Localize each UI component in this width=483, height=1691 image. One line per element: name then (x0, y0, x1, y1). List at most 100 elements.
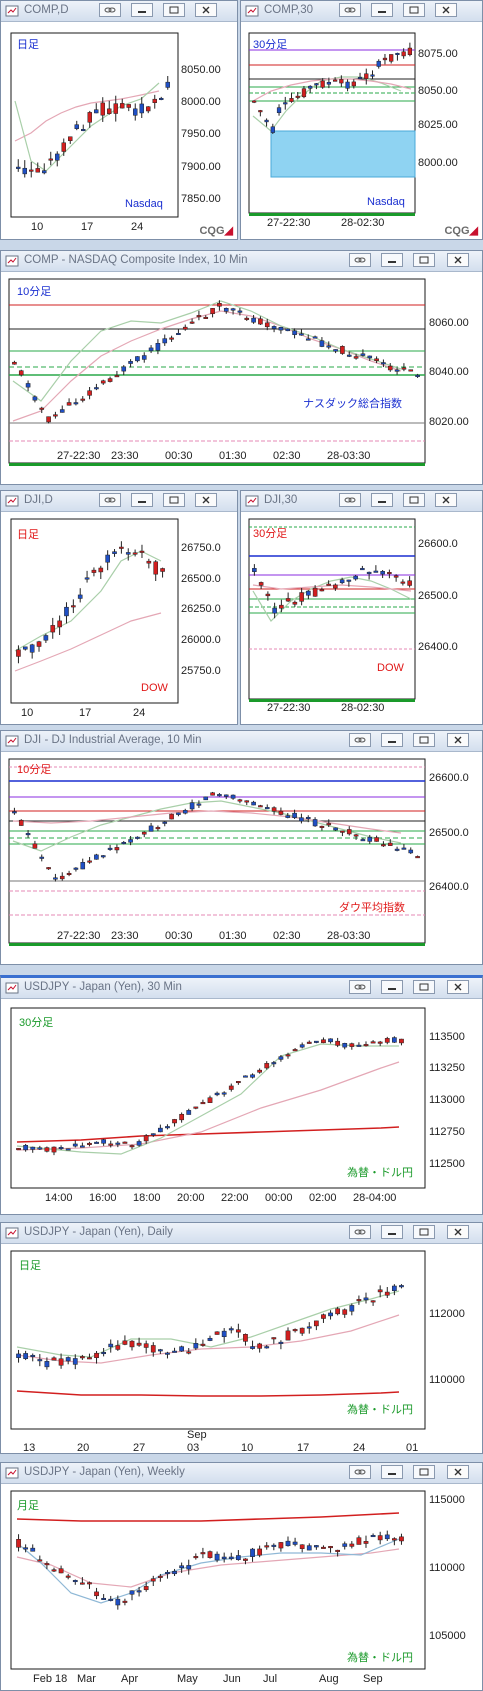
minimize-button[interactable] (381, 253, 403, 267)
minimize-button[interactable] (381, 980, 403, 994)
window-dji-10min[interactable]: DJI - DJ Industrial Average, 10 Min 10分足… (0, 730, 483, 965)
minimize-button[interactable] (381, 1225, 403, 1239)
candle-body (415, 374, 420, 377)
candle-body (143, 1586, 149, 1591)
title-bar[interactable]: DJI - DJ Industrial Average, 10 Min (1, 731, 482, 752)
price-chart[interactable]: 10分足 ダウ平均指数 26600.0 26500.0 26400.0 27-2… (1, 751, 483, 965)
title-bar[interactable]: USDJPY - Japan (Yen), Daily (1, 1223, 482, 1244)
period-label: 30分足 (253, 527, 287, 540)
close-button[interactable] (435, 3, 457, 17)
close-button[interactable] (435, 493, 457, 507)
title-bar[interactable]: COMP - NASDAQ Composite Index, 10 Min (1, 251, 482, 272)
window-dji-30[interactable]: DJI,30 30分足 DOW 26600.0 26500.0 26400.0 … (240, 490, 483, 725)
candle-body (77, 594, 83, 599)
title-bar[interactable]: COMP,D (1, 1, 237, 22)
window-usdjpy-30min[interactable]: USDJPY - Japan (Yen), 30 Min 30分足 為替・ドル円… (0, 975, 483, 1215)
minimize-button[interactable] (371, 3, 393, 17)
candle-body (12, 361, 17, 365)
candle-body (155, 343, 161, 351)
link-button[interactable] (349, 980, 371, 994)
close-button[interactable] (447, 733, 469, 747)
restore-button[interactable] (413, 253, 435, 267)
chart-window-icon (5, 5, 19, 17)
y-axis-ticks: 8050.00 8000.00 7950.00 7900.00 7850.00 (181, 64, 221, 205)
link-button[interactable] (99, 3, 121, 17)
candle-body (94, 1141, 99, 1144)
restore-button[interactable] (403, 493, 425, 507)
window-comp-10min[interactable]: COMP - NASDAQ Composite Index, 10 Min 10… (0, 250, 483, 485)
title-bar[interactable]: DJI,30 (241, 491, 482, 512)
price-chart[interactable]: 30分足 Nasdaq 8075.00 8050.00 8025.00 8000… (241, 21, 483, 240)
candle-body (285, 1540, 291, 1547)
candle-body (22, 167, 27, 175)
restore-button[interactable] (413, 980, 435, 994)
close-button[interactable] (447, 980, 469, 994)
title-bar[interactable]: DJI,D (1, 491, 237, 512)
link-button[interactable] (349, 733, 371, 747)
restore-button[interactable] (163, 493, 185, 507)
candle-body (340, 830, 345, 833)
candle-body (335, 1549, 341, 1552)
window-usdjpy-weekly[interactable]: USDJPY - Japan (Yen), Weekly 月足 為替・ドル円 1… (0, 1462, 483, 1691)
candle-body (408, 369, 414, 372)
svg-text:8075.00: 8075.00 (418, 48, 458, 60)
candle-body (370, 1535, 376, 1538)
window-comp-d[interactable]: COMP,D 日足 Nasdaq 8050.00 8000.00 7950.00… (0, 0, 238, 240)
price-chart[interactable]: 日足 Nasdaq 8050.00 8000.00 7950.00 7900.0… (1, 21, 238, 240)
price-chart[interactable]: 10分足 ナスダック総合指数 8060.00 8040.00 8020.00 2… (1, 271, 483, 485)
link-button[interactable] (349, 1225, 371, 1239)
session-bar (9, 943, 425, 946)
price-chart[interactable]: 30分足 DOW 26600.0 26500.0 26400.0 27-22:3… (241, 511, 483, 725)
restore-icon (419, 736, 429, 744)
minimize-button[interactable] (131, 3, 153, 17)
close-button[interactable] (195, 493, 217, 507)
svg-text:110000: 110000 (429, 1562, 465, 1574)
minimize-button[interactable] (381, 733, 403, 747)
title-bar[interactable]: COMP,30 (241, 1, 482, 22)
candle-body (321, 1546, 326, 1549)
candle-body (141, 831, 147, 835)
candle-body (264, 1346, 270, 1349)
svg-text:02:30: 02:30 (273, 930, 301, 942)
close-button[interactable] (447, 1465, 469, 1479)
minimize-icon (378, 501, 386, 503)
price-chart[interactable]: 30分足 為替・ドル円 113500 113250 113000 112750 … (1, 998, 483, 1215)
moving-average-fast (16, 1043, 399, 1155)
link-button[interactable] (349, 253, 371, 267)
link-button[interactable] (339, 3, 361, 17)
link-button[interactable] (339, 493, 361, 507)
price-chart[interactable]: 月足 為替・ドル円 115000 110000 105000 Feb 18 Ma… (1, 1483, 483, 1691)
candle-body (153, 561, 159, 575)
candle-body (299, 1544, 305, 1549)
minimize-button[interactable] (371, 493, 393, 507)
minimize-button[interactable] (131, 493, 153, 507)
window-usdjpy-daily[interactable]: USDJPY - Japan (Yen), Daily 日足 為替・ドル円 11… (0, 1222, 483, 1454)
candle-body (366, 571, 372, 574)
candle-body (94, 109, 99, 114)
restore-button[interactable] (403, 3, 425, 17)
close-button[interactable] (447, 253, 469, 267)
restore-button[interactable] (413, 733, 435, 747)
candle-body (115, 1598, 121, 1606)
restore-button[interactable] (163, 3, 185, 17)
minimize-button[interactable] (381, 1465, 403, 1479)
restore-button[interactable] (413, 1225, 435, 1239)
close-button[interactable] (195, 3, 217, 17)
window-comp-30[interactable]: COMP,30 30分足 Nasdaq 8075.00 8050.00 8025… (240, 0, 483, 240)
candle-body (179, 1565, 185, 1569)
svg-text:25750.0: 25750.0 (181, 665, 221, 677)
title-bar[interactable]: USDJPY - Japan (Yen), 30 Min (1, 978, 482, 999)
candle-body (210, 308, 215, 314)
candle-body (415, 856, 420, 859)
title-bar[interactable]: USDJPY - Japan (Yen), Weekly (1, 1463, 482, 1484)
candle-body (189, 321, 195, 324)
restore-button[interactable] (413, 1465, 435, 1479)
close-button[interactable] (447, 1225, 469, 1239)
window-dji-d[interactable]: DJI,D 日足 DOW 26750.0 26500.0 26250.0 260… (0, 490, 238, 725)
candle-body (391, 1037, 397, 1043)
period-label: 30分足 (253, 38, 287, 51)
link-button[interactable] (99, 493, 121, 507)
price-chart[interactable]: 日足 為替・ドル円 112000 110000 Sep 13 20 27 03 … (1, 1243, 483, 1454)
link-button[interactable] (349, 1465, 371, 1479)
price-chart[interactable]: 日足 DOW 26750.0 26500.0 26250.0 26000.0 2… (1, 511, 238, 725)
